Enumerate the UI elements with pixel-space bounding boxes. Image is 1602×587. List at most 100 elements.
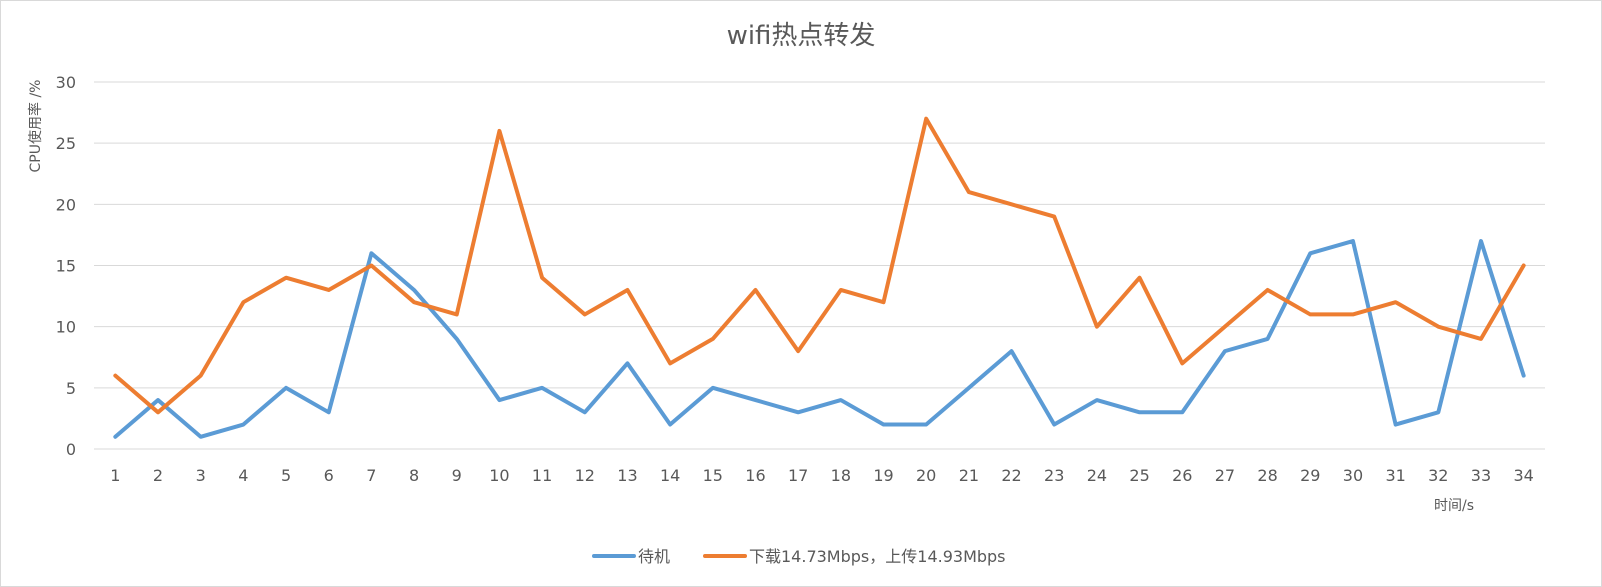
- x-tick-label: 26: [1172, 466, 1192, 485]
- data-point: [1010, 202, 1014, 206]
- x-tick-label: 31: [1385, 466, 1405, 485]
- x-tick-label: 9: [452, 466, 462, 485]
- x-tick-label: 1: [110, 466, 120, 485]
- data-point: [1138, 276, 1142, 280]
- y-axis-label: CPU使用率 /%: [27, 80, 44, 173]
- data-point: [540, 386, 544, 390]
- data-point: [113, 374, 117, 378]
- x-tick-label: 12: [575, 466, 595, 485]
- x-tick-label: 28: [1257, 466, 1277, 485]
- data-point: [1180, 410, 1184, 414]
- data-point: [882, 300, 886, 304]
- x-tick-label: 24: [1087, 466, 1107, 485]
- data-point: [156, 410, 160, 414]
- data-point: [882, 423, 886, 427]
- data-point: [1266, 337, 1270, 341]
- x-tick-labels: 1 2 3 4 5 6 7 8 9 10 11 12 13 14 15 16 17 18 19 20 21 22 23 24 2…: [110, 466, 1534, 485]
- data-point: [284, 276, 288, 280]
- x-tick-label: 20: [916, 466, 936, 485]
- data-point: [1351, 312, 1355, 316]
- data-point: [583, 410, 587, 414]
- data-point: [1052, 423, 1056, 427]
- x-axis-label: 时间/s: [1434, 498, 1474, 514]
- series-lines: [113, 116, 1526, 439]
- data-point: [1010, 349, 1014, 353]
- data-point: [369, 251, 373, 255]
- data-point: [924, 117, 928, 121]
- data-point: [711, 337, 715, 341]
- x-tick-label: 17: [788, 466, 808, 485]
- x-tick-label: 21: [959, 466, 979, 485]
- data-point: [1394, 423, 1398, 427]
- data-point: [199, 435, 203, 439]
- data-point: [1479, 239, 1483, 243]
- x-tick-label: 14: [660, 466, 680, 485]
- x-tick-label: 25: [1129, 466, 1149, 485]
- y-tick-label: 5: [66, 379, 76, 398]
- y-tick-label: 30: [56, 73, 76, 92]
- data-point: [753, 288, 757, 292]
- x-tick-label: 18: [831, 466, 851, 485]
- data-point: [924, 423, 928, 427]
- x-tick-label: 2: [153, 466, 163, 485]
- data-point: [796, 349, 800, 353]
- data-point: [540, 276, 544, 280]
- data-point: [113, 435, 117, 439]
- data-point: [412, 300, 416, 304]
- data-point: [455, 312, 459, 316]
- x-tick-label: 22: [1001, 466, 1021, 485]
- data-point: [497, 398, 501, 402]
- x-tick-label: 8: [409, 466, 419, 485]
- legend-label-2: 下载14.73Mbps，上传14.93Mbps: [749, 547, 1006, 566]
- data-point: [1308, 312, 1312, 316]
- x-tick-label: 10: [489, 466, 509, 485]
- x-tick-label: 3: [196, 466, 206, 485]
- x-tick-label: 30: [1343, 466, 1363, 485]
- data-point: [796, 410, 800, 414]
- data-point: [1180, 361, 1184, 365]
- data-point: [1436, 325, 1440, 329]
- y-tick-label: 15: [56, 257, 76, 276]
- data-point: [1266, 288, 1270, 292]
- data-point: [241, 300, 245, 304]
- data-point: [1138, 410, 1142, 414]
- legend: 待机 下载14.73Mbps，上传14.93Mbps: [592, 547, 1006, 566]
- data-point: [1308, 251, 1312, 255]
- data-point: [1223, 325, 1227, 329]
- data-point: [668, 361, 672, 365]
- x-tick-label: 33: [1471, 466, 1491, 485]
- data-point: [1479, 337, 1483, 341]
- data-point: [839, 288, 843, 292]
- y-tick-label: 10: [56, 318, 76, 337]
- data-point: [199, 374, 203, 378]
- data-point: [412, 288, 416, 292]
- data-point: [1095, 398, 1099, 402]
- data-point: [967, 386, 971, 390]
- data-point: [583, 312, 587, 316]
- data-point: [967, 190, 971, 194]
- x-tick-label: 15: [703, 466, 723, 485]
- data-point: [1394, 300, 1398, 304]
- x-tick-label: 19: [873, 466, 893, 485]
- x-tick-label: 13: [617, 466, 637, 485]
- data-point: [1351, 239, 1355, 243]
- data-point: [327, 288, 331, 292]
- x-tick-label: 5: [281, 466, 291, 485]
- data-point: [1522, 264, 1526, 268]
- x-tick-label: 11: [532, 466, 552, 485]
- x-tick-label: 4: [238, 466, 248, 485]
- y-tick-labels: 0 5 10 15 20 25 30: [56, 73, 76, 459]
- data-point: [1223, 349, 1227, 353]
- y-tick-label: 0: [66, 440, 76, 459]
- x-tick-label: 7: [366, 466, 376, 485]
- x-tick-label: 16: [745, 466, 765, 485]
- x-tick-label: 23: [1044, 466, 1064, 485]
- data-point: [711, 386, 715, 390]
- data-point: [1052, 215, 1056, 219]
- data-point: [839, 398, 843, 402]
- data-point: [455, 337, 459, 341]
- data-point: [668, 423, 672, 427]
